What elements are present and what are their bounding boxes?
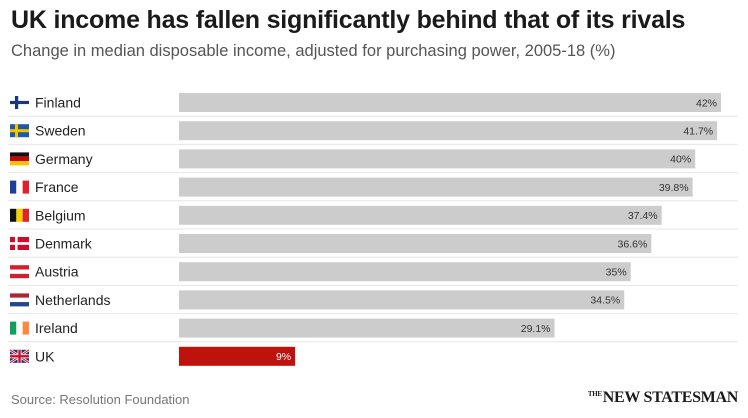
data-label: 35% [606,267,627,279]
category-label: Netherlands [35,292,111,308]
category-label: Germany [35,151,93,167]
france-flag-icon [10,180,29,194]
source-note: Source: Resolution Foundation [11,392,190,407]
bar-chart: Finland 42% Sweden 41.7% Germany 40% France 39.… [8,93,738,366]
data-label: 34.5% [590,295,620,307]
data-label: 41.7% [683,126,713,138]
publisher-logo-name: NEW STATESMAN [602,389,739,406]
finland-flag-icon [10,96,29,109]
bar [179,290,625,310]
category-label: France [35,179,79,195]
chart-title: UK income has fallen significantly behin… [11,6,686,34]
bar [179,318,555,338]
denmark-flag-icon [10,237,29,250]
bar [179,346,296,366]
belgium-flag-icon [10,208,29,222]
data-label: 29.1% [521,323,551,335]
chart-row: Germany 40% [8,149,738,174]
data-label: 39.8% [659,182,689,194]
uk-flag-icon [9,348,30,364]
chart-subtitle: Change in median disposable income, adju… [11,42,616,60]
publisher-logo-the: THE [587,390,602,398]
netherlands-flag-icon [10,293,29,307]
chart-row: Finland 42% [8,93,738,117]
data-label: 40% [670,154,691,166]
chart-row: Belgium 37.4% [8,205,738,230]
austria-flag-icon [10,265,29,279]
bar [179,121,718,141]
bar [179,262,631,282]
data-label: 42% [696,97,717,109]
category-label: Ireland [35,320,78,336]
germany-flag-icon [10,152,29,166]
chart-row: Ireland 29.1% [8,318,738,343]
sweden-flag-icon [10,124,29,138]
chart-row: Netherlands 34.5% [8,290,738,315]
category-label: Belgium [35,207,86,223]
category-label: Austria [35,264,79,280]
ireland-flag-icon [10,321,29,335]
category-label: Finland [35,95,81,111]
chart-row: Sweden 41.7% [8,121,738,145]
data-label: 9% [276,351,291,363]
category-label: Sweden [35,123,86,139]
bar [179,177,693,197]
chart-row: Denmark 36.6% [8,234,738,258]
chart-row: Austria 35% [8,262,738,286]
data-label: 37.4% [628,210,658,222]
chart-row: France 39.8% [8,177,738,202]
category-label: Denmark [35,236,93,252]
bar [179,234,652,253]
publisher-logo: THENEW STATESMAN [588,389,738,407]
chart-row: UK 9% [9,346,296,366]
category-label: UK [35,348,55,364]
bar [179,93,721,112]
bar [179,149,696,169]
bar [179,205,662,225]
data-label: 36.6% [618,238,648,250]
